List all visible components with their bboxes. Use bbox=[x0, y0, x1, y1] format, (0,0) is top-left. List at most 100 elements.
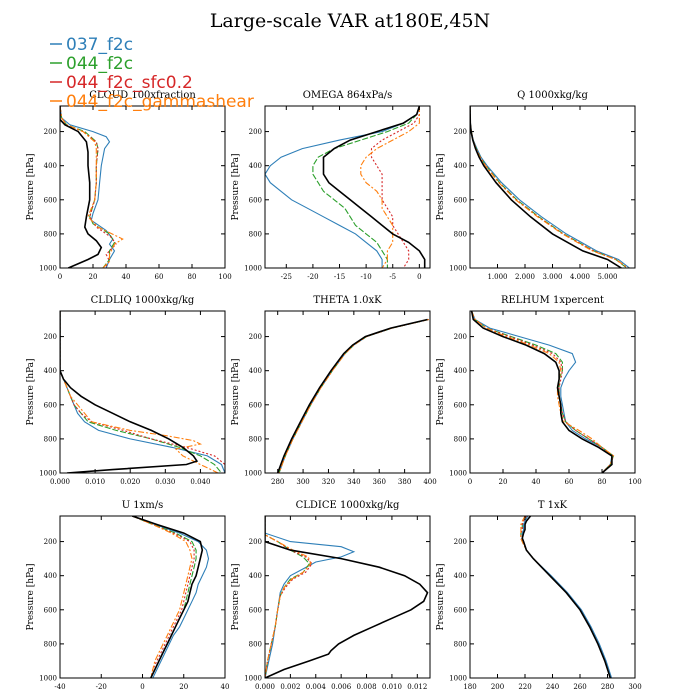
panel-title: CLOUD 100xfraction bbox=[89, 90, 196, 101]
y-axis-label: Pressure [hPa] bbox=[26, 358, 36, 425]
x-tick-label: 80 bbox=[598, 478, 607, 486]
series-line-044-f2c-gammashear bbox=[471, 311, 615, 473]
series-line-control bbox=[470, 106, 622, 268]
series-line-044-f2c-sfc0-2 bbox=[520, 516, 611, 678]
panel-title: T 1xK bbox=[538, 500, 568, 511]
y-tick-label: 400 bbox=[44, 162, 57, 170]
y-tick-label: 200 bbox=[249, 128, 262, 136]
x-tick-label: 20 bbox=[89, 273, 98, 281]
panel-title: Q 1000xkg/kg bbox=[517, 90, 588, 101]
y-tick-label: 400 bbox=[249, 367, 262, 375]
series-line-037-f2c bbox=[265, 106, 420, 268]
y-tick-label: 1000 bbox=[39, 265, 57, 273]
series-line-044-f2c-gammashear bbox=[278, 318, 429, 473]
x-tick-label: 80 bbox=[188, 273, 197, 281]
x-tick-label: 240 bbox=[546, 683, 559, 691]
x-tick-label: -20 bbox=[307, 273, 318, 281]
series-line-control bbox=[322, 106, 426, 268]
series-line-044-f2c-gammashear bbox=[265, 516, 312, 678]
series-line-044-f2c-sfc0-2 bbox=[370, 106, 420, 268]
x-tick-label: 0.012 bbox=[407, 683, 427, 691]
x-tick-label: 0.000 bbox=[255, 683, 275, 691]
y-tick-label: 600 bbox=[249, 196, 262, 204]
panels: CLOUD 100xfraction Pressure [hPa] 0 20 40 60 8… bbox=[26, 90, 642, 691]
y-tick-label: 600 bbox=[249, 401, 262, 409]
series-line-control bbox=[60, 106, 103, 268]
x-tick-label: 0.000 bbox=[50, 478, 70, 486]
y-tick-label: 200 bbox=[249, 538, 262, 546]
figure-title: Large-scale VAR at180E,45N bbox=[210, 10, 490, 32]
series-line-044-f2c-gammashear bbox=[360, 106, 420, 268]
x-tick-label: 0 bbox=[468, 478, 472, 486]
series-group bbox=[520, 516, 613, 678]
y-tick-label: 800 bbox=[249, 435, 262, 443]
y-tick-label: 400 bbox=[454, 572, 467, 580]
x-tick-label: 100 bbox=[218, 273, 231, 281]
series-line-044-f2c bbox=[471, 311, 615, 473]
x-tick-label: 300 bbox=[296, 478, 309, 486]
y-tick-label: 400 bbox=[44, 572, 57, 580]
panel-title: THETA 1.0xK bbox=[313, 295, 382, 306]
y-tick-label: 400 bbox=[249, 572, 262, 580]
x-tick-label: -40 bbox=[54, 683, 65, 691]
series-group bbox=[131, 516, 210, 678]
y-tick-label: 1000 bbox=[39, 470, 57, 478]
y-tick-label: 800 bbox=[44, 435, 57, 443]
x-tick-label: 0.040 bbox=[190, 478, 210, 486]
series-line-control bbox=[60, 311, 199, 473]
y-tick-label: 600 bbox=[44, 196, 57, 204]
panel-8: T 1xK Pressure [hPa] 180 200 220 240 260 280 300… bbox=[436, 500, 642, 691]
x-tick-label: 0.002 bbox=[280, 683, 300, 691]
x-tick-label: 3.000 bbox=[542, 273, 562, 281]
x-tick-label: 60 bbox=[565, 478, 574, 486]
x-tick-label: 0 bbox=[58, 273, 62, 281]
series-line-044-f2c-gammashear bbox=[520, 516, 611, 678]
y-tick-label: 400 bbox=[454, 367, 467, 375]
x-tick-label: 300 bbox=[628, 683, 641, 691]
x-tick-label: 0.004 bbox=[306, 683, 327, 691]
panel-frame bbox=[469, 105, 636, 269]
panel-4: THETA 1.0xK Pressure [hPa] 280 300 320 340 360… bbox=[231, 295, 437, 486]
x-tick-label: 60 bbox=[155, 273, 164, 281]
y-tick-label: 400 bbox=[249, 162, 262, 170]
panel-title: RELHUM 1xpercent bbox=[501, 295, 604, 306]
legend-entry: 044_f2c_gammashear bbox=[66, 92, 254, 112]
series-line-037-f2c bbox=[471, 311, 613, 473]
y-tick-label: 200 bbox=[44, 538, 57, 546]
series-line-044-f2c-gammashear bbox=[60, 106, 124, 268]
series-line-044-f2c-gammashear bbox=[131, 516, 193, 678]
x-tick-label: -15 bbox=[334, 273, 345, 281]
y-tick-label: 600 bbox=[44, 401, 57, 409]
y-tick-label: 800 bbox=[249, 640, 262, 648]
x-tick-label: 360 bbox=[373, 478, 386, 486]
series-line-037-f2c bbox=[470, 106, 630, 268]
x-tick-label: 40 bbox=[122, 273, 131, 281]
y-axis-label: Pressure [hPa] bbox=[231, 358, 241, 425]
x-tick-label: 4.000 bbox=[570, 273, 590, 281]
series-group bbox=[470, 311, 615, 473]
x-tick-label: 380 bbox=[398, 478, 411, 486]
series-line-044-f2c-gammashear bbox=[60, 311, 219, 473]
y-tick-label: 600 bbox=[249, 606, 262, 614]
x-tick-label: 0 bbox=[417, 273, 421, 281]
panel-title: CLDICE 1000xkg/kg bbox=[296, 500, 400, 511]
x-tick-label: 40 bbox=[532, 478, 541, 486]
panel-6: U 1xm/s Pressure [hPa] -40 -20 0 20 40 200 400 60… bbox=[26, 500, 229, 691]
series-line-044-f2c bbox=[312, 106, 420, 268]
y-tick-label: 600 bbox=[454, 401, 467, 409]
y-tick-label: 600 bbox=[454, 196, 467, 204]
x-tick-label: 0.008 bbox=[357, 683, 377, 691]
panel-frame bbox=[59, 310, 226, 474]
x-tick-label: 0.030 bbox=[155, 478, 175, 486]
y-axis-label: Pressure [hPa] bbox=[231, 153, 241, 220]
series-line-control bbox=[265, 516, 429, 678]
x-tick-label: 400 bbox=[423, 478, 436, 486]
panel-2: Q 1000xkg/kg Pressure [hPa] 1.000 2.000 3.00… bbox=[436, 90, 636, 281]
x-tick-label: -20 bbox=[96, 683, 107, 691]
y-tick-label: 400 bbox=[44, 367, 57, 375]
legend-entry: 044_f2c_sfc0.2 bbox=[66, 73, 193, 93]
series-line-037-f2c bbox=[265, 516, 356, 678]
series-line-044-f2c-sfc0-2 bbox=[131, 516, 195, 678]
panel-0: CLOUD 100xfraction Pressure [hPa] 0 20 40 60 8… bbox=[26, 90, 232, 281]
y-tick-label: 600 bbox=[454, 606, 467, 614]
